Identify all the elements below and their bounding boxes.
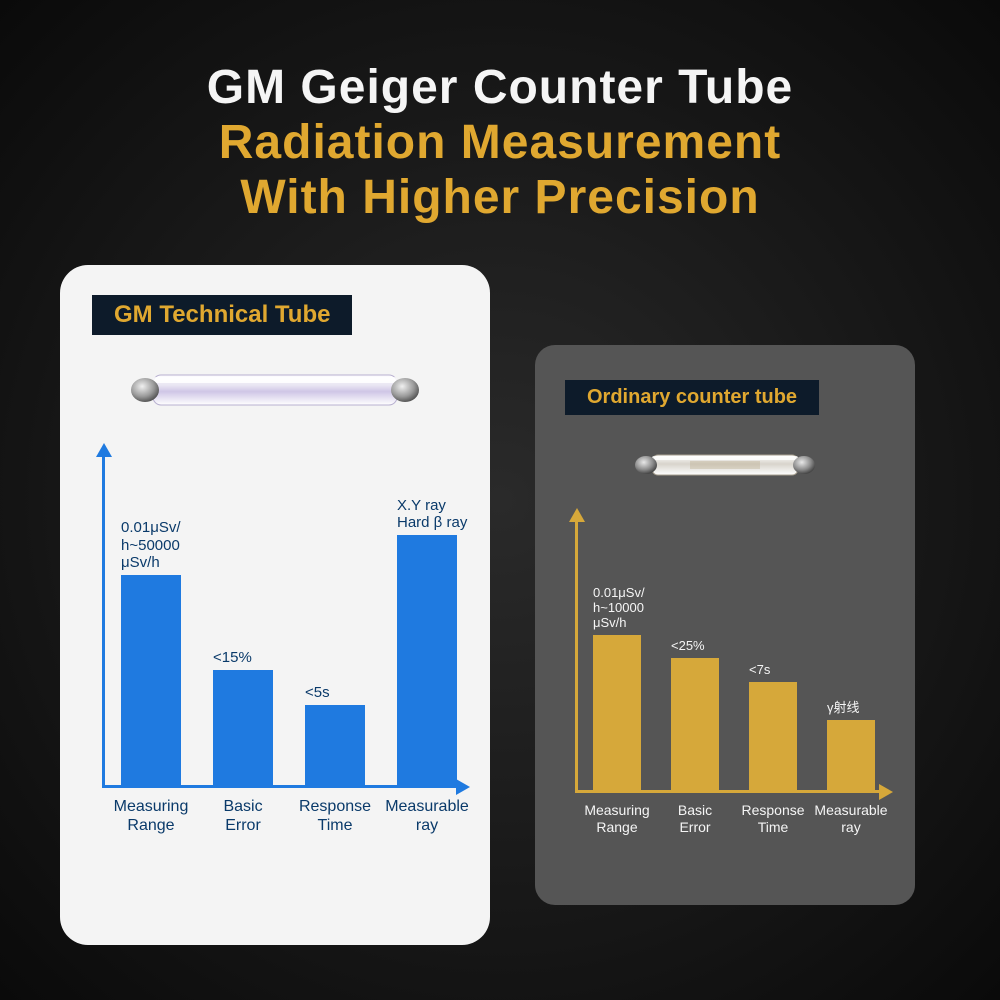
- category-label: Basic Error: [197, 789, 289, 835]
- card-ordinary: Ordinary counter tube: [535, 345, 915, 905]
- category-label: Measurable ray: [381, 789, 473, 835]
- bar-column: <15%: [197, 649, 289, 785]
- bar-column: <25%: [656, 639, 734, 790]
- bar-rect: [827, 720, 875, 790]
- header: GM Geiger Counter Tube Radiation Measure…: [0, 0, 1000, 225]
- bar-value-label: <25%: [656, 639, 734, 654]
- bars-group: 0.01μSv/ h~10000 μSv/h<25%<7s γ射线: [578, 520, 890, 790]
- tube-illustration-ordinary: [553, 445, 897, 500]
- bars-group: 0.01μSv/ h~50000 μSv/h <15% <5s X.Y ray Har…: [105, 455, 473, 785]
- bar-column: <5s: [289, 684, 381, 785]
- tube-gm-icon: [125, 365, 425, 415]
- category-label: Basic Error: [656, 794, 734, 836]
- category-row: Measuring RangeBasic ErrorResponse TimeM…: [105, 789, 473, 835]
- bar-value-label: X.Y ray Hard β ray: [381, 497, 473, 532]
- bar-rect: [397, 535, 457, 785]
- bar-rect: [305, 705, 365, 785]
- bar-rect: [671, 658, 719, 790]
- title-line-2: Radiation Measurement: [0, 115, 1000, 170]
- bar-value-label: <5s: [289, 684, 381, 701]
- bar-value-label: 0.01μSv/ h~50000 μSv/h: [105, 519, 197, 571]
- cards-row: GM Technical Tube: [0, 265, 1000, 945]
- title-line-1: GM Geiger Counter Tube: [0, 60, 1000, 115]
- tube-illustration-gm: [80, 365, 470, 435]
- bar-value-label: γ射线: [812, 701, 890, 716]
- category-label: Response Time: [734, 794, 812, 836]
- title-line-3: With Higher Precision: [0, 170, 1000, 225]
- bar-column: γ射线: [812, 701, 890, 790]
- bar-column: 0.01μSv/ h~50000 μSv/h: [105, 519, 197, 785]
- chart-gm-technical: 0.01μSv/ h~50000 μSv/h<15%<5sX.Y ray Har…: [80, 455, 460, 845]
- chart-x-axis: [575, 790, 883, 793]
- chart-ordinary: 0.01μSv/ h~10000 μSv/h<25%<7sγ射线Measurin…: [553, 520, 883, 850]
- bar-column: 0.01μSv/ h~10000 μSv/h: [578, 586, 656, 790]
- chart-x-axis: [102, 785, 460, 788]
- category-label: Measurable ray: [812, 794, 890, 836]
- badge-ordinary: Ordinary counter tube: [565, 380, 819, 415]
- bar-rect: [749, 682, 797, 790]
- category-row: Measuring RangeBasic ErrorResponse TimeM…: [578, 794, 890, 836]
- bar-column: X.Y ray Hard β ray: [381, 497, 473, 786]
- bar-rect: [593, 635, 641, 790]
- tube-ordinary-icon: [630, 445, 820, 485]
- bar-column: <7s: [734, 663, 812, 790]
- badge-gm-technical: GM Technical Tube: [92, 295, 352, 335]
- category-label: Measuring Range: [578, 794, 656, 836]
- bar-rect: [121, 575, 181, 785]
- bar-value-label: 0.01μSv/ h~10000 μSv/h: [578, 586, 656, 631]
- bar-value-label: <15%: [197, 649, 289, 666]
- bar-value-label: <7s: [734, 663, 812, 678]
- category-label: Measuring Range: [105, 789, 197, 835]
- card-gm-technical: GM Technical Tube: [60, 265, 490, 945]
- category-label: Response Time: [289, 789, 381, 835]
- bar-rect: [213, 670, 273, 785]
